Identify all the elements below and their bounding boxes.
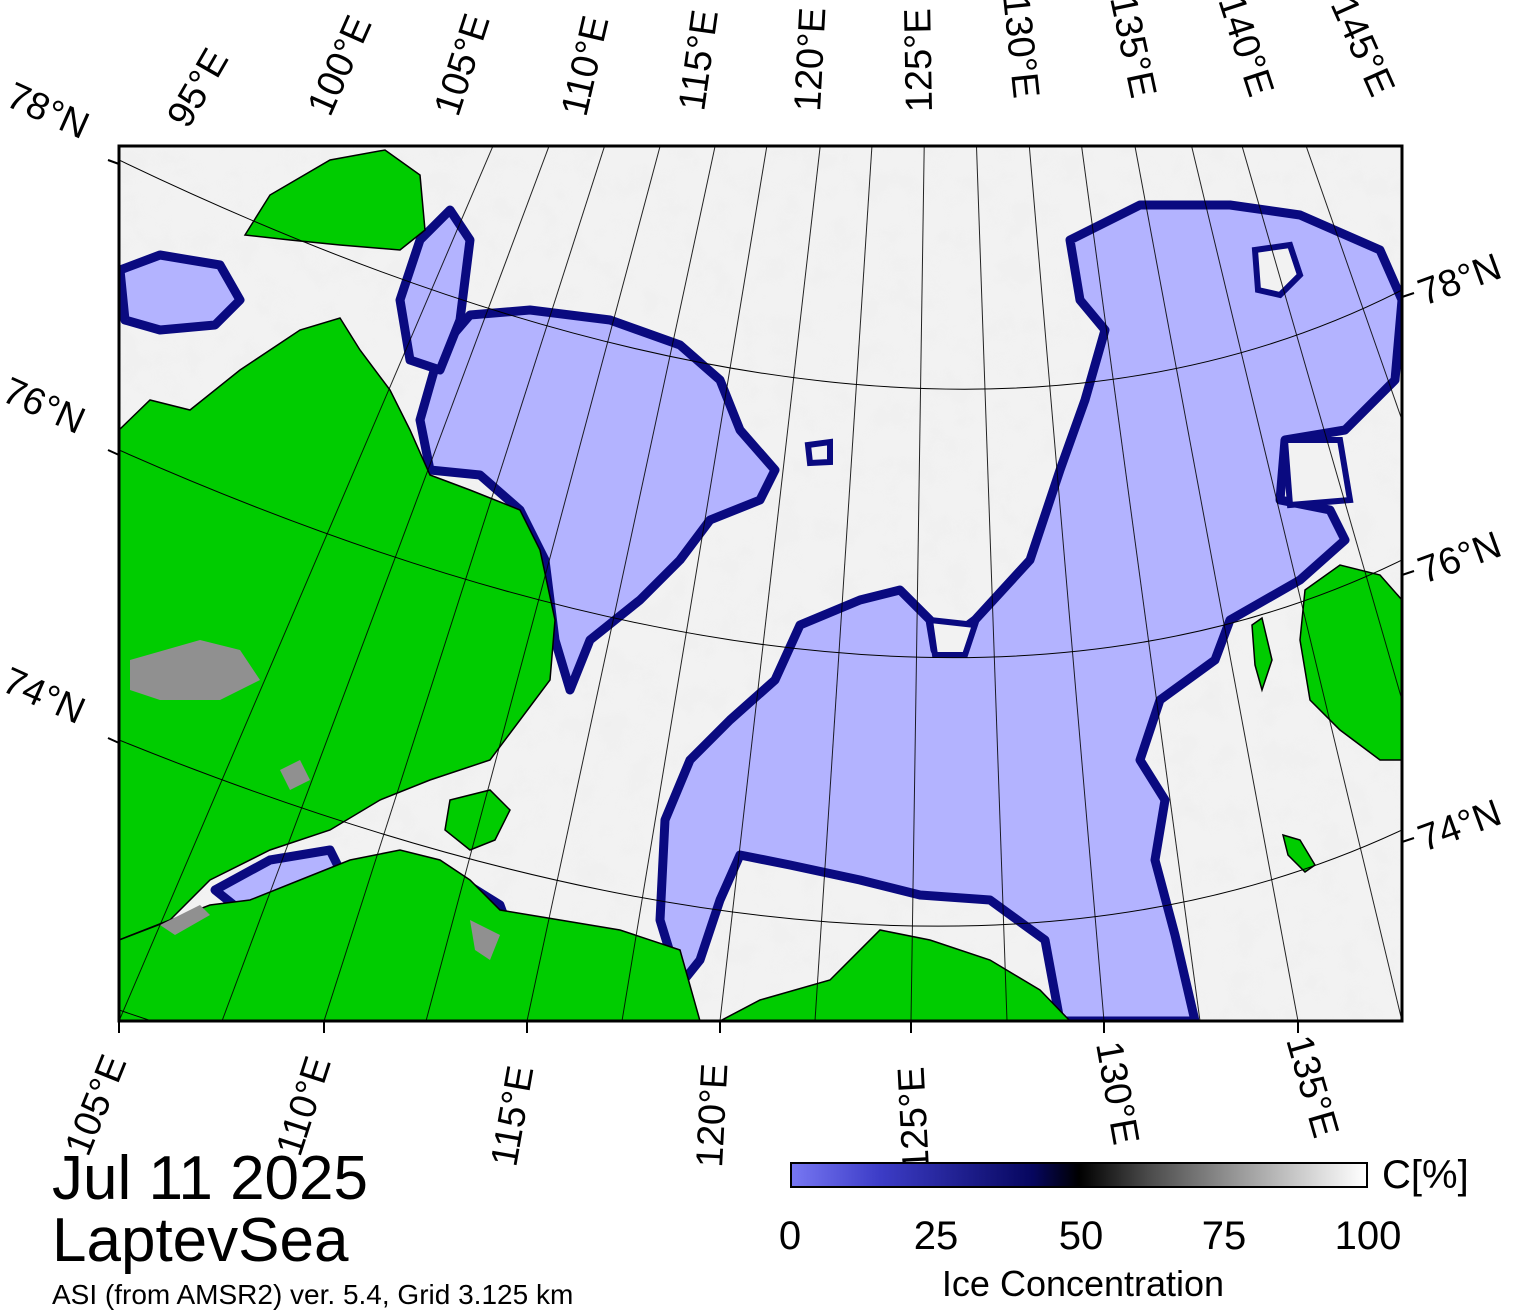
- colorbar-title: Ice Concentration: [941, 1263, 1225, 1304]
- colorbar-tick-0: 0: [778, 1214, 802, 1258]
- bottom-label-120e: 120°E: [689, 1062, 736, 1168]
- top-label-115e: 115°E: [671, 7, 727, 113]
- top-label-130e: 130°E: [994, 0, 1047, 100]
- top-label-135e: 135°E: [1101, 0, 1164, 102]
- bottom-label-130e: 130°E: [1087, 1038, 1146, 1148]
- graticule-parallels: [119, 159, 1402, 1021]
- bottom-label-115e: 115°E: [484, 1063, 543, 1170]
- colorbar-tick-25: 25: [913, 1214, 959, 1258]
- land-taymyr: [119, 317, 556, 941]
- land-small-island: [1281, 833, 1317, 873]
- colorbar: [790, 1162, 1368, 1188]
- top-label-120e: 120°E: [787, 6, 834, 112]
- ice-islands: [804, 241, 1354, 658]
- colorbar-tick-50: 50: [1058, 1214, 1104, 1258]
- open-water-areas: [119, 200, 1402, 1021]
- right-label-78n: 78°N: [1413, 246, 1507, 315]
- right-label-74n: 74°N: [1413, 792, 1507, 861]
- land-kotelny: [1299, 564, 1402, 761]
- top-longitude-labels: 95°E 100°E 105°E 110°E 115°E 120°E 125°E…: [159, 0, 1403, 135]
- land-south-coast: [119, 849, 701, 1021]
- land-ice-areas: [130, 640, 500, 960]
- left-label-74n: 74°N: [0, 660, 91, 733]
- date-label: Jul 11 2025: [52, 1144, 368, 1213]
- land-peninsula: [444, 789, 511, 851]
- top-label-105e: 105°E: [427, 9, 499, 121]
- region-label: LaptevSea: [52, 1206, 349, 1275]
- source-label: ASI (from AMSR2) ver. 5.4, Grid 3.125 km: [52, 1279, 574, 1310]
- land-severnaya-zemlya: [243, 149, 426, 251]
- map-frame: [117, 144, 1404, 1023]
- right-label-76n: 76°N: [1413, 524, 1507, 593]
- bottom-label-125e: 125°E: [891, 1066, 938, 1172]
- colorbar-unit: C[%]: [1382, 1153, 1469, 1197]
- top-label-95e: 95°E: [159, 42, 237, 135]
- left-label-76n: 76°N: [0, 370, 91, 443]
- left-latitude-labels: 78°N 76°N 74°N: [0, 75, 95, 733]
- right-latitude-labels: 78°N 76°N 74°N: [1413, 246, 1507, 861]
- colorbar-tick-100: 100: [1334, 1214, 1402, 1258]
- graticule-meridians: [119, 146, 1402, 1021]
- open-water-north-west: [395, 205, 475, 375]
- top-label-140e: 140°E: [1209, 0, 1281, 102]
- left-label-78n: 78°N: [0, 75, 95, 148]
- top-label-145e: 145°E: [1322, 0, 1403, 103]
- open-water-west: [119, 250, 245, 335]
- top-label-125e: 125°E: [897, 8, 941, 113]
- bottom-label-135e: 135°E: [1277, 1031, 1346, 1143]
- top-label-110e: 110°E: [554, 12, 618, 120]
- top-label-100e: 100°E: [300, 10, 381, 122]
- tick-marks: [107, 159, 1415, 1033]
- land-lena-delta: [719, 929, 1072, 1021]
- colorbar-tick-75: 75: [1201, 1214, 1247, 1258]
- land-stolbovoy: [1251, 616, 1273, 693]
- land-areas: [119, 149, 1402, 1021]
